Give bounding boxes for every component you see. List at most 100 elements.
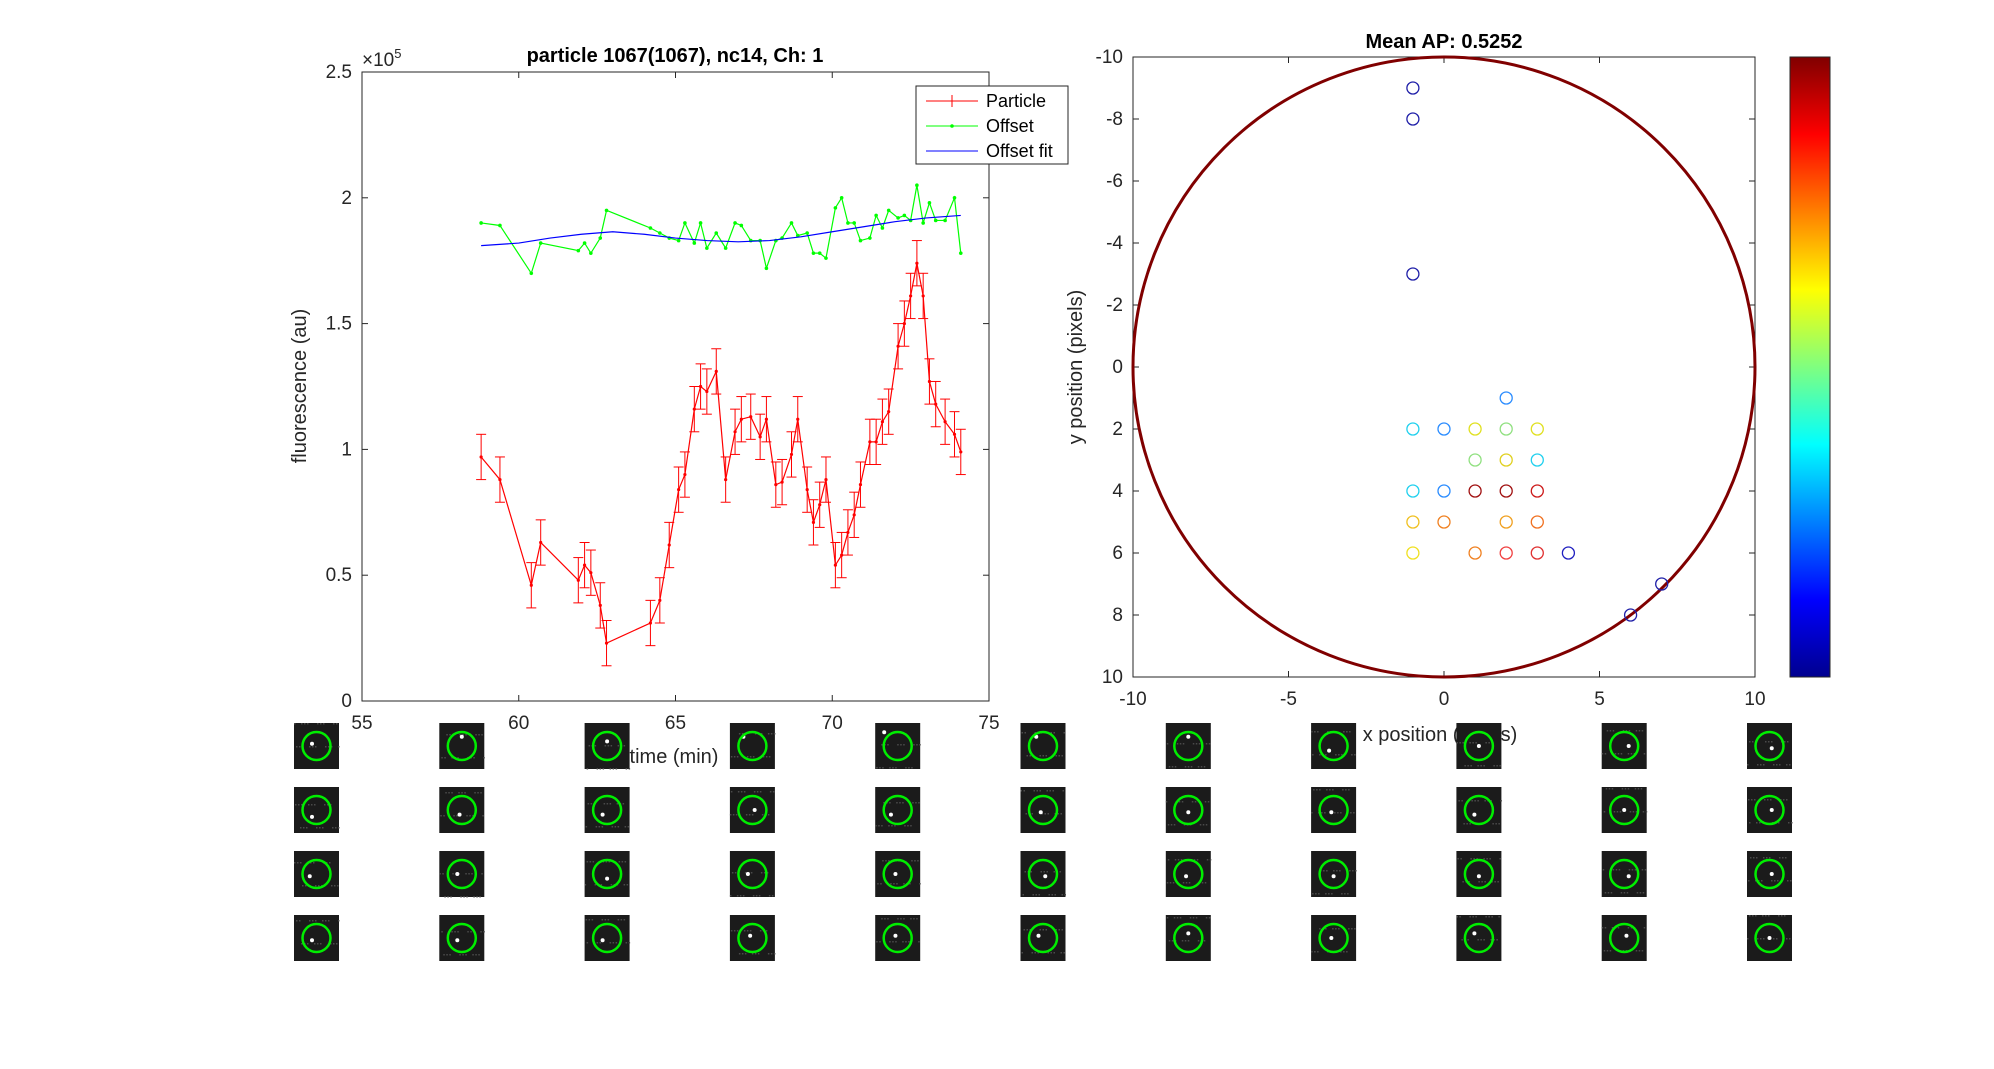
thumbnail-noise bbox=[317, 943, 319, 945]
thumbnail-noise bbox=[1055, 755, 1057, 757]
particle-point bbox=[952, 432, 957, 436]
particle-thumbnail bbox=[1165, 787, 1211, 833]
particle-point bbox=[858, 483, 863, 487]
thumbnail-noise bbox=[1615, 869, 1618, 871]
thumbnail-noise bbox=[769, 791, 772, 793]
thumbnail-noise bbox=[1499, 765, 1501, 767]
thumbnail-noise bbox=[1488, 742, 1490, 744]
thumbnail-noise bbox=[1042, 929, 1044, 931]
y-position-tick-label: -2 bbox=[1106, 295, 1123, 316]
thumbnail-circle bbox=[737, 858, 768, 890]
offset-point bbox=[582, 241, 587, 245]
particle-thumbnail bbox=[584, 723, 631, 770]
thumbnail-noise bbox=[478, 954, 480, 956]
thumbnail-noise bbox=[1022, 894, 1024, 896]
thumbnail-noise bbox=[604, 745, 607, 747]
thumbnail-noise bbox=[441, 931, 443, 933]
thumbnail-noise bbox=[1477, 800, 1479, 802]
thumbnail-circle bbox=[1173, 730, 1204, 762]
thumbnail-noise bbox=[1789, 764, 1791, 766]
offset-point bbox=[933, 218, 938, 223]
thumbnail-noise bbox=[598, 826, 601, 828]
particle-point bbox=[648, 621, 653, 625]
thumbnail-noise bbox=[761, 814, 764, 816]
thumbnail-noise bbox=[1208, 743, 1211, 745]
thumbnail-noise bbox=[751, 953, 754, 955]
thumbnail-noise bbox=[1463, 823, 1465, 825]
particle-thumbnail bbox=[294, 723, 340, 769]
thumbnail-noise bbox=[1645, 811, 1648, 813]
thumbnail-spot bbox=[1626, 874, 1631, 879]
thumbnail-noise bbox=[1491, 916, 1493, 918]
thumbnail-noise bbox=[1460, 858, 1462, 860]
thumbnail-noise bbox=[445, 792, 447, 794]
thumbnail-noise bbox=[1605, 788, 1608, 790]
thumbnail-noise bbox=[1472, 742, 1474, 744]
thumbnail-noise bbox=[1471, 800, 1473, 802]
thumbnail-circle bbox=[1754, 858, 1785, 890]
thumbnail-spot bbox=[1769, 872, 1774, 876]
thumbnail-noise bbox=[314, 943, 316, 945]
thumbnail-noise bbox=[1167, 824, 1170, 826]
thumbnail-noise bbox=[1620, 753, 1623, 755]
thumbnail-noise bbox=[1630, 753, 1633, 755]
thumbnail-background bbox=[294, 851, 339, 897]
thumbnail-noise bbox=[300, 862, 302, 864]
thumbnail-noise bbox=[1202, 824, 1205, 826]
thumbnail-noise bbox=[1764, 799, 1766, 801]
thumbnail-circle bbox=[1463, 794, 1495, 826]
thumbnail-noise bbox=[317, 723, 319, 725]
thumbnail-noise bbox=[1331, 893, 1333, 895]
thumbnail-spot bbox=[600, 938, 605, 943]
thumbnail-noise bbox=[1319, 928, 1321, 930]
thumbnail-noise bbox=[1757, 764, 1759, 766]
thumbnail-noise bbox=[594, 745, 597, 747]
position-plot-title: Mean AP: 0.5252 bbox=[1365, 31, 1522, 53]
thumbnail-noise bbox=[730, 756, 733, 758]
thumbnail-noise bbox=[617, 919, 620, 921]
thumbnail-noise bbox=[333, 943, 335, 945]
y-position-tick-label: -4 bbox=[1106, 233, 1123, 254]
thumbnail-noise bbox=[902, 802, 904, 804]
thumbnail-noise bbox=[1640, 788, 1643, 790]
position-point bbox=[1437, 422, 1451, 436]
thumbnail-noise bbox=[295, 804, 297, 806]
offset-point bbox=[723, 246, 728, 250]
thumbnail-noise bbox=[302, 885, 304, 887]
thumbnail-noise bbox=[1490, 800, 1492, 802]
thumbnail-noise bbox=[916, 918, 918, 920]
thumbnail-noise bbox=[1784, 741, 1786, 743]
thumbnail-background bbox=[584, 915, 630, 961]
thumbnail-noise bbox=[1493, 765, 1495, 767]
thumbnail-noise bbox=[1327, 731, 1329, 733]
thumbnail-noise bbox=[1747, 764, 1749, 766]
thumbnail-circle bbox=[1608, 730, 1640, 762]
thumbnail-noise bbox=[1058, 929, 1060, 931]
thumbnail-circle bbox=[591, 858, 623, 890]
legend-offset-label: Offset bbox=[986, 116, 1034, 136]
thumbnail-circle bbox=[1754, 730, 1785, 762]
thumbnail-noise bbox=[332, 827, 334, 829]
thumbnail-noise bbox=[1459, 916, 1461, 918]
thumbnail-noise bbox=[1763, 764, 1765, 766]
thumbnail-noise bbox=[733, 756, 736, 758]
thumbnail-noise bbox=[609, 803, 612, 805]
thumbnail-background bbox=[1601, 851, 1647, 897]
thumbnail-noise bbox=[1339, 870, 1341, 872]
thumbnail-noise bbox=[306, 827, 308, 829]
thumbnail-noise bbox=[1786, 764, 1788, 766]
thumbnail-noise bbox=[730, 930, 733, 932]
x-position-tick-label: 10 bbox=[1744, 689, 1765, 710]
thumbnail-noise bbox=[1483, 765, 1485, 767]
thumbnail-noise bbox=[1750, 857, 1752, 859]
thumbnail-noise bbox=[474, 792, 476, 794]
thumbnail-noise bbox=[1314, 731, 1316, 733]
thumbnail-noise bbox=[586, 861, 589, 863]
thumbnail-noise bbox=[1791, 822, 1793, 824]
thumbnail-noise bbox=[1484, 881, 1486, 883]
thumbnail-noise bbox=[1340, 951, 1342, 953]
thumbnail-noise bbox=[918, 802, 920, 804]
y-position-tick-label: -10 bbox=[1096, 47, 1123, 68]
thumbnail-noise bbox=[768, 895, 771, 897]
thumbnail-noise bbox=[1749, 741, 1751, 743]
